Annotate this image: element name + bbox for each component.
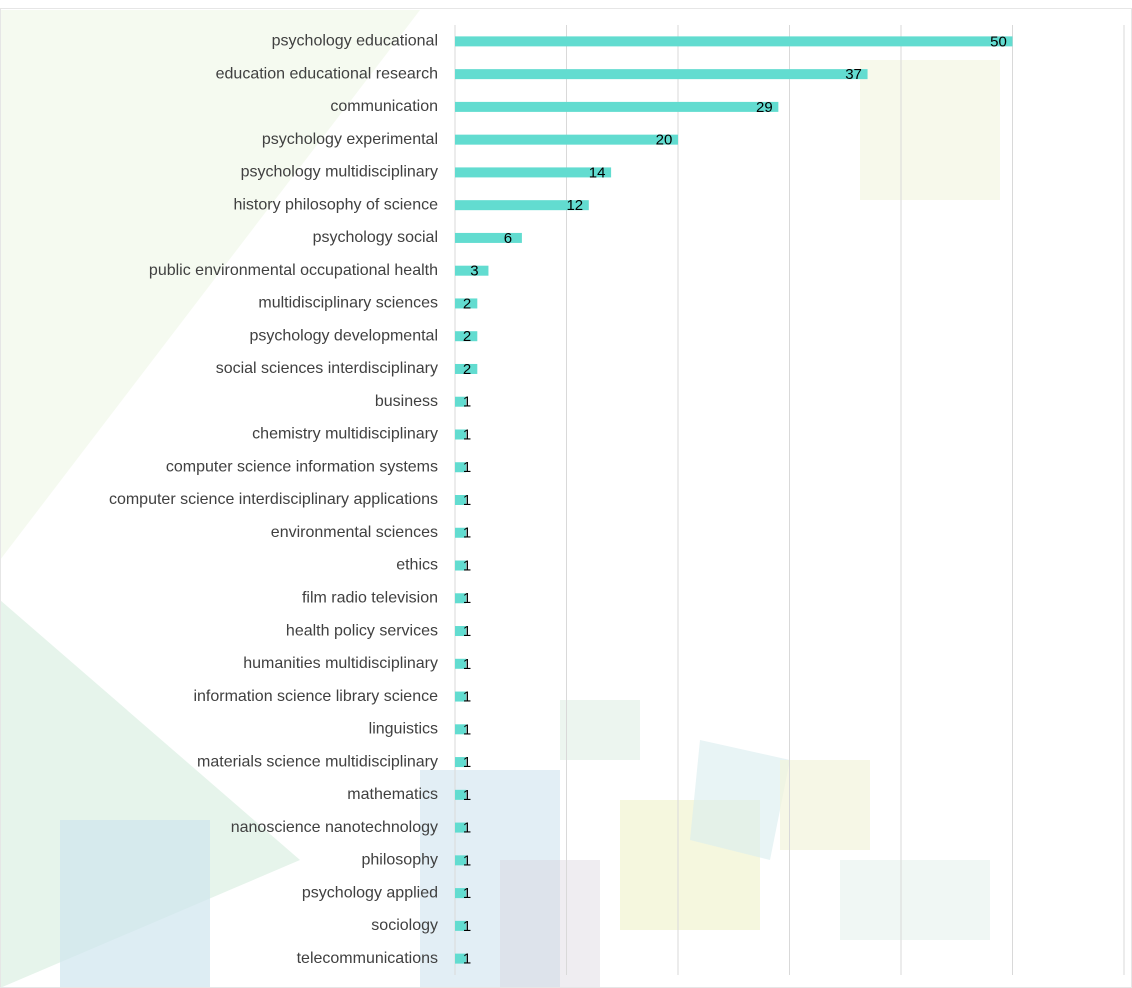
data-label: 1 <box>463 656 471 673</box>
y-tick-label: psychology social <box>313 229 438 246</box>
bar <box>455 69 868 79</box>
data-label: 2 <box>463 361 471 378</box>
data-label: 1 <box>463 918 471 935</box>
bar <box>455 135 678 145</box>
data-label: 3 <box>470 263 478 280</box>
data-label: 1 <box>463 459 471 476</box>
y-tick-label: computer science information systems <box>166 458 438 475</box>
y-tick-label: psychology multidisciplinary <box>241 164 438 181</box>
y-tick-label: social sciences interdisciplinary <box>216 360 438 377</box>
y-tick-label: humanities multidisciplinary <box>243 655 438 672</box>
y-tick-label: psychology educational <box>272 33 438 50</box>
data-label: 29 <box>756 99 773 116</box>
data-label: 1 <box>463 557 471 574</box>
data-label: 1 <box>463 426 471 443</box>
y-tick-label: mathematics <box>347 786 438 803</box>
data-label: 1 <box>463 721 471 738</box>
data-label: 1 <box>463 951 471 968</box>
bar <box>455 36 1013 46</box>
data-label: 1 <box>463 623 471 640</box>
data-label: 1 <box>463 394 471 411</box>
y-tick-label: public environmental occupational health <box>149 262 438 279</box>
y-tick-label: telecommunications <box>297 950 438 967</box>
data-label: 12 <box>566 197 583 214</box>
y-tick-label: communication <box>330 98 438 115</box>
y-tick-label: psychology experimental <box>262 131 438 148</box>
y-tick-label: education educational research <box>216 65 438 82</box>
data-label: 20 <box>656 132 673 149</box>
data-label: 6 <box>504 230 512 247</box>
page: {"chart_data": { "type": "bar", "orienta… <box>0 0 1132 988</box>
y-tick-label: environmental sciences <box>271 524 438 541</box>
y-tick-label: ethics <box>396 557 438 574</box>
y-tick-label: linguistics <box>369 721 438 738</box>
y-tick-label: sociology <box>371 917 438 934</box>
y-tick-label: health policy services <box>286 622 438 639</box>
data-label: 1 <box>463 852 471 869</box>
y-tick-label: materials science multidisciplinary <box>197 753 438 770</box>
bar <box>455 102 778 112</box>
data-label: 14 <box>589 164 606 181</box>
y-tick-label: psychology applied <box>302 884 438 901</box>
data-label: 1 <box>463 689 471 706</box>
y-tick-label: chemistry multidisciplinary <box>252 426 438 443</box>
y-tick-label: information science library science <box>193 688 438 705</box>
data-label: 2 <box>463 295 471 312</box>
y-tick-label: multidisciplinary sciences <box>258 295 438 312</box>
bar <box>455 167 611 177</box>
data-label: 2 <box>463 328 471 345</box>
data-label: 37 <box>845 66 862 83</box>
data-label: 1 <box>463 492 471 509</box>
y-tick-label: philosophy <box>362 852 439 869</box>
y-tick-label: computer science interdisciplinary appli… <box>109 491 438 508</box>
data-label: 1 <box>463 787 471 804</box>
y-tick-label: film radio television <box>302 589 438 606</box>
chart: psychology educational 50 education educat… <box>0 0 1132 988</box>
data-label: 1 <box>463 754 471 771</box>
data-label: 1 <box>463 525 471 542</box>
y-tick-label: history philosophy of science <box>233 196 438 213</box>
y-tick-label: nanoscience nanotechnology <box>231 819 438 836</box>
y-tick-label: psychology developmental <box>249 327 438 344</box>
data-label: 1 <box>463 820 471 837</box>
data-label: 1 <box>463 885 471 902</box>
y-tick-label: business <box>375 393 438 410</box>
data-label: 50 <box>990 33 1007 50</box>
data-label: 1 <box>463 590 471 607</box>
